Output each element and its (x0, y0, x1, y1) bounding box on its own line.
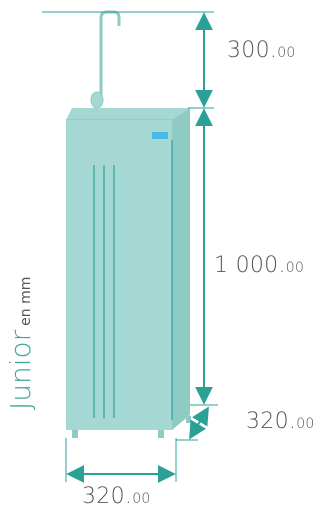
fountain-cabinet (66, 107, 191, 438)
dimension-decimals: 00 (296, 416, 315, 432)
dimension-value: 300. (227, 38, 278, 63)
dimension-decimals: 00 (285, 260, 305, 276)
dimension-value: 320. (82, 484, 133, 509)
dimension-label-width: 320.00 (82, 484, 151, 509)
faucet (90, 10, 121, 109)
unit-label: en mm (18, 276, 34, 326)
dimension-decimals: 00 (277, 45, 296, 61)
dimension-decimals: 00 (132, 491, 151, 507)
dimension-value: 1 000. (214, 253, 286, 278)
foot (72, 430, 78, 438)
indicator-light (152, 132, 168, 139)
model-name: Junior (4, 329, 37, 410)
dimension-value: 320. (246, 409, 297, 434)
reference-lines (42, 11, 218, 482)
dimension-arrows (66, 12, 213, 483)
dimension-label-top: 300.00 (227, 38, 296, 63)
foot (186, 416, 191, 423)
model-label: Junior en mm (4, 277, 37, 410)
dimension-label-height: 1 000.00 (214, 253, 304, 278)
depth-arrow (189, 406, 209, 440)
foot (158, 430, 164, 438)
dimension-label-depth: 320.00 (246, 409, 315, 434)
